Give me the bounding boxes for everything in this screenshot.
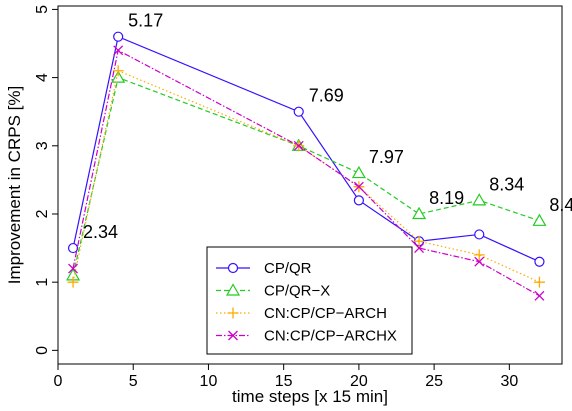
y-tick-label: 5 <box>34 5 51 14</box>
data-point <box>293 106 304 117</box>
triangle-marker <box>532 213 547 226</box>
triangle-marker <box>472 193 487 206</box>
data-point <box>534 256 545 267</box>
legend-label: CP/QR−X <box>264 283 330 300</box>
plus-marker <box>473 249 485 261</box>
plus-marker <box>67 276 79 288</box>
y-tick-label: 4 <box>34 73 51 82</box>
y-tick-label: 2 <box>34 209 51 218</box>
x-axis-title: time steps [x 15 min] <box>232 387 388 406</box>
data-label: 5.17 <box>128 11 163 31</box>
cross-marker <box>113 45 124 56</box>
cross-marker <box>228 330 238 341</box>
series-line <box>72 76 540 276</box>
data-point <box>293 140 304 151</box>
x-tick-label: 10 <box>200 373 218 390</box>
cross-marker <box>414 243 425 254</box>
y-tick-label: 1 <box>34 278 51 287</box>
circle-marker <box>227 262 239 274</box>
triangle-marker <box>225 283 241 296</box>
series-layer <box>66 31 547 301</box>
y-tick-label: 3 <box>34 141 51 150</box>
data-point <box>412 206 427 220</box>
x-tick-label: 25 <box>425 373 443 390</box>
data-point <box>474 256 485 267</box>
x-tick-label: 20 <box>350 373 368 390</box>
data-label: 2.34 <box>83 222 118 242</box>
data-point <box>474 229 485 240</box>
cross-marker <box>68 263 79 274</box>
data-label: 7.97 <box>369 147 404 167</box>
circle-marker <box>534 256 545 267</box>
data-label: 7.69 <box>309 86 344 106</box>
legend-box <box>206 246 413 355</box>
x-tick-label: 30 <box>500 373 518 390</box>
data-label: 8.19 <box>429 188 464 208</box>
data-point <box>113 45 124 56</box>
circle-marker <box>113 31 124 42</box>
data-point <box>534 290 545 301</box>
annotation-layer: 2.34 5.17 7.69 7.97 8.19 8.34 8.47 <box>83 11 572 242</box>
y-axis-title: Improvement in CRPS [%] <box>5 86 24 284</box>
data-point <box>67 242 79 254</box>
legend-item: CP/QR−X <box>216 283 330 300</box>
series-4 <box>68 45 545 301</box>
data-point <box>472 193 487 206</box>
data-point <box>112 65 124 77</box>
series-2 <box>66 70 547 281</box>
cross-marker <box>474 256 485 267</box>
legend-label: CN:CP/CP−ARCHX <box>264 328 397 345</box>
plus-marker <box>413 235 425 247</box>
x-axis: 0 5 10 15 20 25 30 <box>54 364 518 390</box>
data-point <box>413 235 425 247</box>
legend-item: CN:CP/CP−ARCHX <box>216 328 397 345</box>
plus-marker <box>533 276 545 288</box>
data-point <box>473 249 485 261</box>
data-label: 8.34 <box>489 174 524 194</box>
cross-marker <box>353 181 364 192</box>
data-point <box>351 165 366 179</box>
y-axis: 0 1 2 3 4 5 <box>34 5 58 355</box>
circle-marker <box>67 242 79 254</box>
y-tick-label: 0 <box>34 346 51 355</box>
plot-area <box>57 5 563 365</box>
triangle-marker <box>111 70 126 83</box>
legend-label: CP/QR <box>264 260 312 277</box>
legend-label: CN:CP/CP−ARCH <box>264 305 387 322</box>
circle-marker <box>293 106 304 117</box>
data-point <box>68 263 79 274</box>
data-point <box>533 276 545 288</box>
data-point <box>353 195 364 206</box>
x-tick-label: 0 <box>54 373 63 390</box>
cross-marker <box>534 290 545 301</box>
triangle-marker <box>412 206 427 220</box>
data-point <box>111 70 126 83</box>
x-tick-label: 5 <box>129 373 138 390</box>
plus-marker <box>227 307 239 319</box>
data-point <box>353 181 364 192</box>
data-point <box>414 243 425 254</box>
cross-marker <box>293 140 304 151</box>
data-point <box>532 213 547 226</box>
circle-marker <box>474 229 485 240</box>
data-point <box>67 276 79 288</box>
legend-item: CN:CP/CP−ARCH <box>216 305 387 322</box>
triangle-marker <box>351 165 366 179</box>
data-point <box>113 31 124 42</box>
plot-frame <box>57 5 563 365</box>
data-label: 8.47 <box>549 195 572 215</box>
x-tick-label: 15 <box>275 373 293 390</box>
legend-item: CP/QR <box>216 260 312 277</box>
legend: CP/QR CP/QR−X CN:CP/CP−ARCH CN:CP/CP−ARCHX <box>206 246 413 355</box>
plus-marker <box>112 65 124 77</box>
circle-marker <box>353 195 364 206</box>
